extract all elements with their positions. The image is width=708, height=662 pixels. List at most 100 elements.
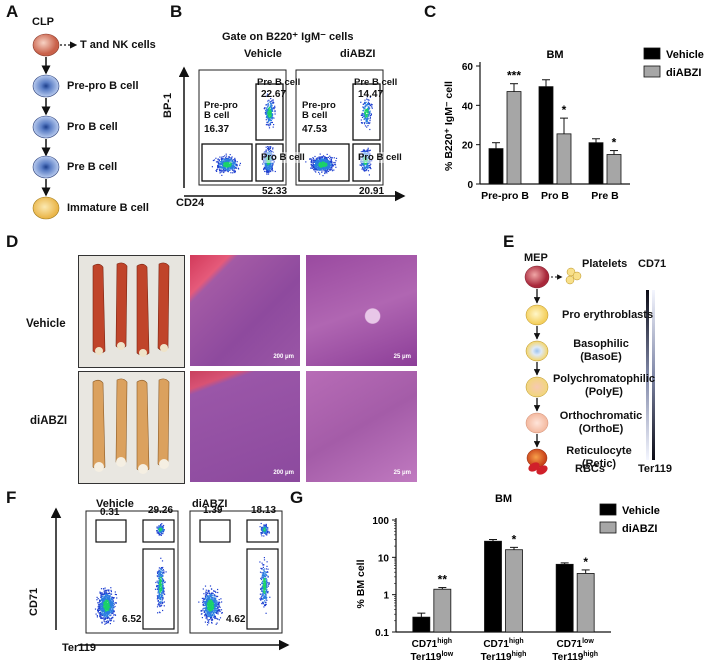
platelets-icon <box>565 267 582 285</box>
stage-label-2: Pro B cell <box>67 121 118 133</box>
clp-label: CLP <box>32 16 54 28</box>
g-ytick: 100 <box>372 516 389 527</box>
scale-high-diabzi: 25 μm <box>393 470 411 476</box>
g-bar <box>555 563 574 633</box>
g-legend-label: diABZI <box>622 523 657 535</box>
c-annotation: *** <box>507 69 521 83</box>
f-ylabel: CD71 <box>28 587 40 616</box>
c-legend-label: Vehicle <box>666 49 704 61</box>
c-xtick: Pre-pro B <box>481 190 529 202</box>
f-q2-vehicle: 29.26 <box>148 505 174 516</box>
c-title: BM <box>546 49 563 61</box>
he-low-vehicle: 200 μm <box>190 255 300 366</box>
panel-b-plots <box>178 66 406 202</box>
c-legend-swatch <box>643 47 661 60</box>
g-legend-swatch <box>599 503 617 516</box>
g-xtick-line2: Ter119low <box>411 651 454 662</box>
c-bar <box>556 133 572 185</box>
g-xtick-line2: Ter119high <box>552 651 598 662</box>
stage-label-4: Immature B cell <box>67 202 149 214</box>
stage-label-1: Pre-pro B cell <box>67 80 139 92</box>
cd71-gradient-bar <box>646 290 649 460</box>
b-preb-label-diabzi: Pre B cell <box>354 77 398 88</box>
stage-label-3: Pre B cell <box>67 161 118 173</box>
b-prepro-value-vehicle: 16.37 <box>204 124 230 135</box>
f-plot-title-diabzi: diABZI <box>192 498 228 510</box>
panel-label-a: A <box>6 2 19 21</box>
c-legend-label: diABZI <box>666 67 701 79</box>
c-legend-swatch <box>643 65 661 78</box>
g-bar <box>412 616 431 633</box>
c-ytick: 60 <box>462 62 474 73</box>
e-marker-cd71: CD71 <box>638 258 667 270</box>
ter119-gradient-bar <box>652 290 655 460</box>
pre-pro-b-cell <box>32 74 60 98</box>
g-bar <box>505 549 523 633</box>
scale-high-vehicle: 25 μm <box>393 354 411 360</box>
b-ylabel: BP-1 <box>162 92 174 118</box>
f-q3-vehicle: 6.52 <box>122 614 142 625</box>
c-bar <box>606 154 622 185</box>
pre-b-cell <box>32 155 60 179</box>
panel-label-e: E <box>503 232 515 251</box>
g-annotation: * <box>583 555 588 569</box>
panel-label-f: F <box>6 488 17 507</box>
he-low-diabzi: 200 μm <box>190 371 300 482</box>
b-prob-label-diabzi: Pro B cell <box>358 152 402 163</box>
b-prob-label-vehicle: Pro B cell <box>261 152 305 163</box>
b-preb-value-vehicle: 22.67 <box>261 89 287 100</box>
e-stage-platelets: Platelets <box>582 258 628 270</box>
panel-label-c: C <box>424 2 437 21</box>
panel-b-title: Gate on B220⁺ IgM⁻ cells <box>222 31 354 43</box>
he-high-vehicle: 25 μm <box>306 255 417 366</box>
f-q2-diabzi: 18.13 <box>251 505 277 516</box>
panel-f-plots <box>50 507 290 651</box>
e-marker-ter119: Ter119 <box>638 463 673 475</box>
c-ytick: 20 <box>462 141 474 152</box>
g-title: BM <box>495 493 512 505</box>
b-prob-value-diabzi: 20.91 <box>359 186 385 197</box>
b-plot-title-vehicle: Vehicle <box>244 48 282 60</box>
bone-photo-vehicle <box>78 255 185 368</box>
c-bar <box>588 142 604 185</box>
g-ylabel: % BM cell <box>355 559 367 608</box>
e-stage-5: Reticulocyte (Retic) <box>566 445 632 470</box>
e-stage-4: Orthochromatic (OrthoE) <box>559 410 643 435</box>
e-stage-6: RBCs <box>575 463 605 475</box>
pro-b-cell <box>32 115 60 139</box>
panel-label-d: D <box>6 232 19 251</box>
g-xtick-line1: CD71low <box>557 638 595 650</box>
g-xtick-line2: Ter119high <box>481 651 527 662</box>
c-bar <box>506 91 522 185</box>
immature-b-cell <box>32 196 60 220</box>
c-xtick: Pro B <box>541 190 569 202</box>
scale-low-diabzi: 200 μm <box>273 470 294 476</box>
t-nk-label: T and NK cells <box>80 39 156 51</box>
c-annotation: * <box>562 103 567 117</box>
b-xlabel: CD24 <box>176 197 205 209</box>
c-bar <box>488 148 504 185</box>
f-q1-vehicle: 0.31 <box>100 507 120 518</box>
g-ytick: 10 <box>378 553 390 564</box>
c-ytick: 0 <box>467 180 473 191</box>
g-bar <box>484 540 502 633</box>
b-prepro-value-diabzi: 47.53 <box>302 124 328 135</box>
panel-label-b: B <box>170 2 183 21</box>
panel-c-chart: BM 0 20 40 60 % B220⁺ IgM⁻ cell *** Pre-pro B * P… <box>443 47 704 202</box>
mep-label: MEP <box>524 252 548 264</box>
g-annotation: * <box>512 532 517 546</box>
panel-e-diagram <box>524 265 655 468</box>
he-high-diabzi: 25 μm <box>306 371 417 482</box>
g-ytick: 1 <box>383 591 389 602</box>
b-prob-value-vehicle: 52.33 <box>262 186 288 197</box>
c-annotation: * <box>612 136 617 150</box>
panel-label-g: G <box>290 488 304 507</box>
f-q1-diabzi: 1.39 <box>203 505 223 516</box>
bone-photo-diabzi <box>78 371 185 484</box>
scale-low-vehicle: 200 μm <box>273 354 294 360</box>
poly-cell <box>525 376 549 398</box>
f-plot-title-vehicle: Vehicle <box>96 498 134 510</box>
baso-cell <box>525 340 549 362</box>
e-stage-1: Pro erythroblasts <box>562 309 654 321</box>
